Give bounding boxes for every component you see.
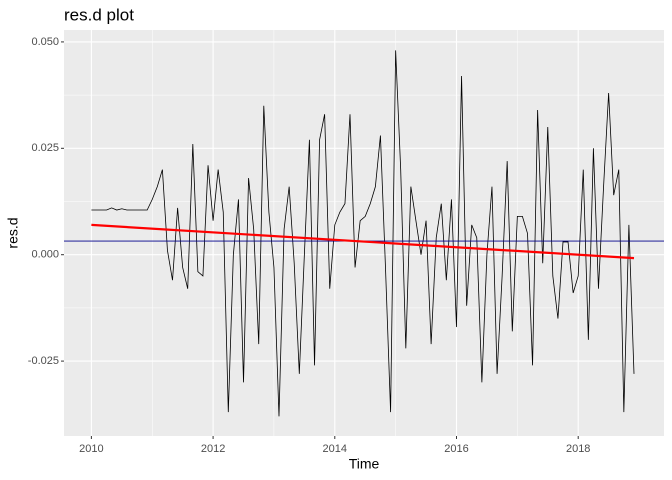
x-tick-label: 2016 <box>444 443 468 455</box>
y-axis-label: res.d <box>5 217 21 248</box>
y-tick-label: -0.025 <box>28 355 59 367</box>
x-tick-label: 2010 <box>79 443 103 455</box>
y-tick-label: 0.025 <box>31 142 59 154</box>
x-tick-label: 2014 <box>323 443 347 455</box>
x-tick-label: 2018 <box>566 443 590 455</box>
x-axis-label: Time <box>349 456 380 472</box>
plot-panel <box>64 30 664 436</box>
y-tick-label: 0.050 <box>31 36 59 48</box>
x-tick-label: 2012 <box>201 443 225 455</box>
chart-title: res.d plot <box>64 5 134 24</box>
line-series <box>91 50 635 417</box>
line-series <box>91 223 635 260</box>
y-tick-label: 0.000 <box>31 249 59 261</box>
